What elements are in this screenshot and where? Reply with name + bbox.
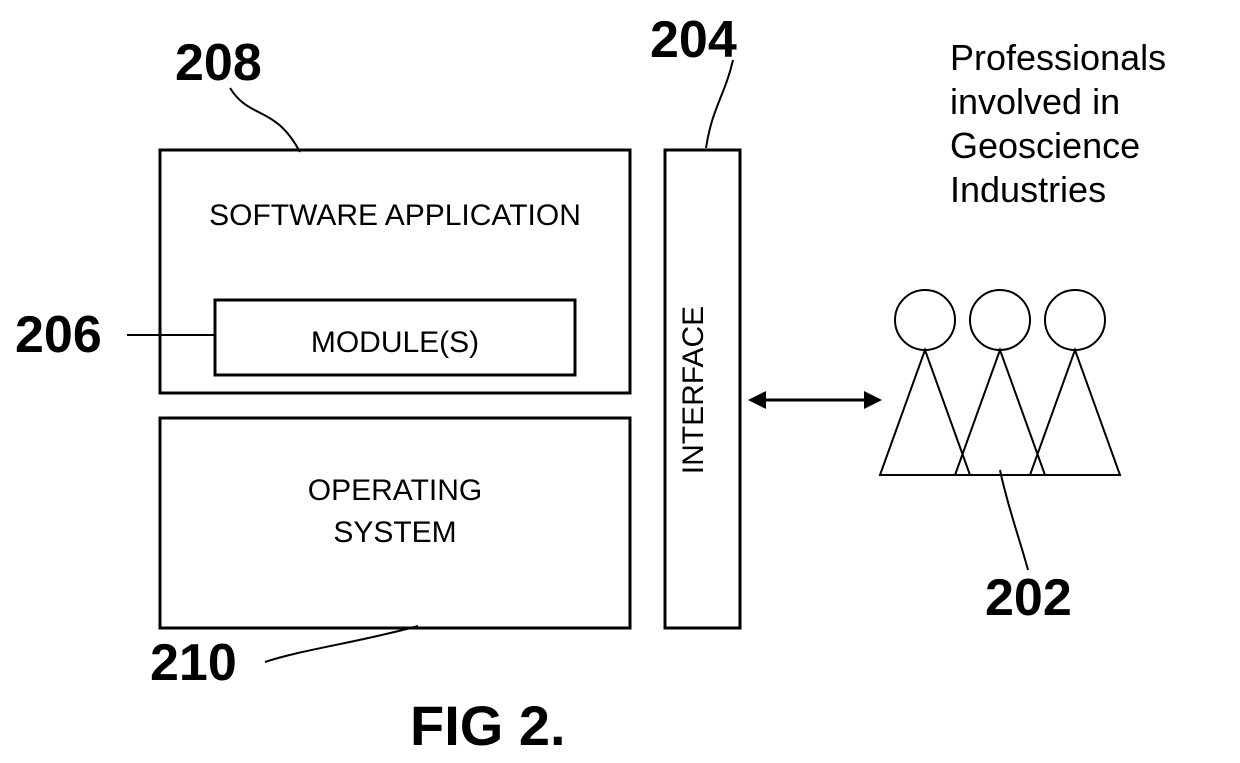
description-line1: Professionals (950, 37, 1166, 78)
double-arrow (748, 391, 882, 409)
leader-204 (706, 60, 733, 148)
diagram-canvas: SOFTWARE APPLICATION MODULE(S) OPERATING… (0, 0, 1240, 763)
person-icon (1030, 290, 1120, 475)
ref-202: 202 (985, 569, 1072, 627)
people-group (880, 290, 1120, 475)
ref-204: 204 (650, 11, 737, 69)
operating-system-label-line2: SYSTEM (333, 516, 456, 549)
description-line3: Geoscience (950, 125, 1140, 166)
ref-210: 210 (150, 634, 237, 692)
figure-label: FIG 2. (410, 694, 566, 757)
modules-label: MODULE(S) (311, 326, 479, 359)
interface-label: INTERFACE (677, 306, 710, 474)
ref-208: 208 (175, 34, 262, 92)
operating-system-label-line1: OPERATING (308, 474, 482, 507)
description-line2: involved in (950, 81, 1120, 122)
person-icon (955, 290, 1045, 475)
leader-210 (265, 626, 418, 662)
description-line4: Industries (950, 169, 1106, 210)
leader-208 (230, 88, 300, 152)
leader-202 (1000, 470, 1028, 570)
ref-206: 206 (15, 306, 102, 364)
person-icon (880, 290, 970, 475)
software-application-label: SOFTWARE APPLICATION (209, 199, 581, 232)
